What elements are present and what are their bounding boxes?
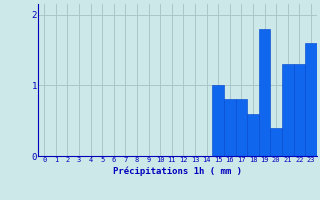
- Bar: [270, 128, 282, 156]
- X-axis label: Précipitations 1h ( mm ): Précipitations 1h ( mm ): [113, 166, 242, 176]
- Bar: [212, 85, 224, 156]
- Bar: [305, 43, 317, 156]
- Bar: [224, 99, 236, 156]
- Bar: [236, 99, 247, 156]
- Bar: [294, 64, 305, 156]
- Bar: [247, 114, 259, 156]
- Bar: [259, 29, 270, 156]
- Bar: [282, 64, 294, 156]
